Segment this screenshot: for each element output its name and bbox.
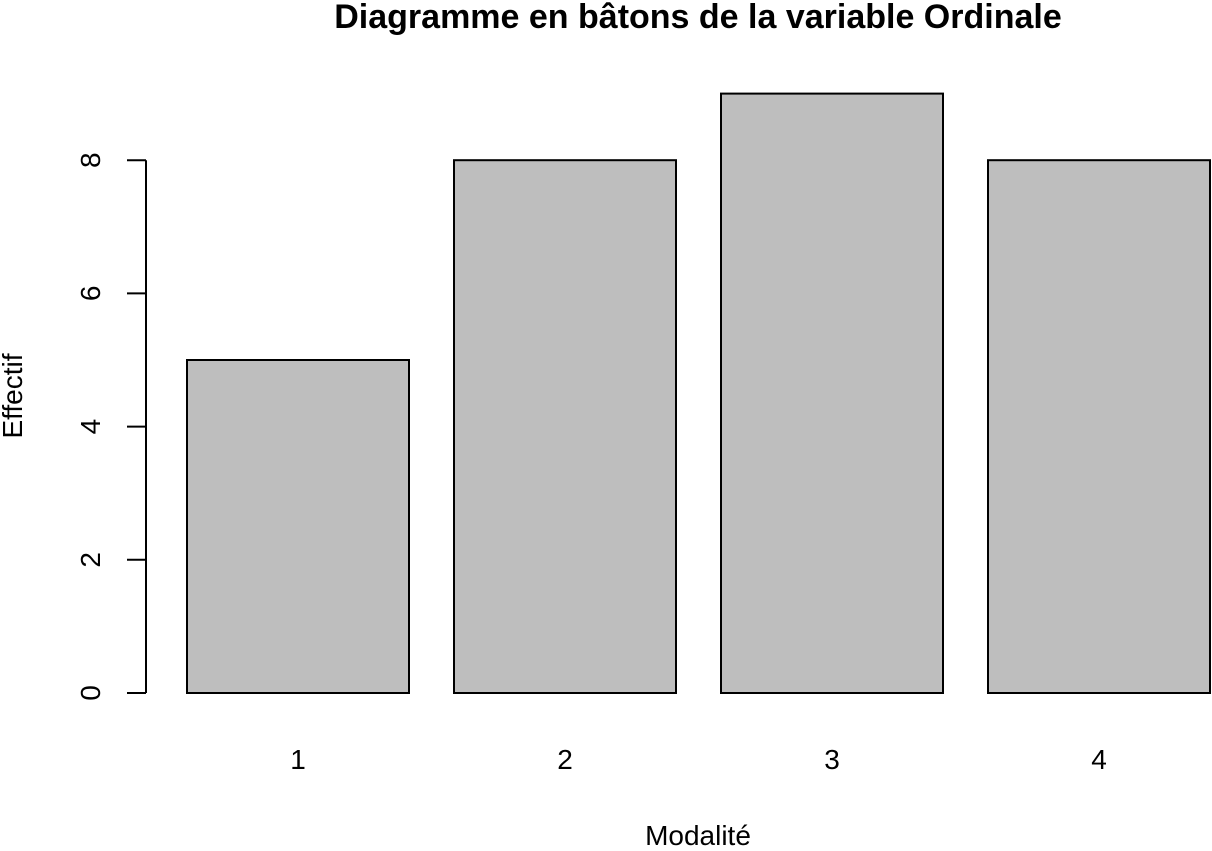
y-tick-label: 4	[75, 419, 106, 435]
bar-4	[987, 159, 1211, 694]
x-axis-ticks: 1 2 3 4	[290, 744, 1107, 775]
y-axis-label: Effectif	[0, 353, 28, 438]
x-tick-label: 4	[1091, 744, 1107, 775]
chart-title: Diagramme en bâtons de la variable Ordin…	[334, 0, 1061, 36]
x-tick-label: 1	[290, 744, 306, 775]
y-tick-label: 2	[75, 552, 106, 568]
x-tick-label: 3	[824, 744, 840, 775]
y-tick-label: 0	[75, 685, 106, 701]
x-axis-label: Modalité	[645, 820, 751, 846]
y-tick-label: 8	[75, 152, 106, 168]
bars-layer	[186, 92, 1211, 695]
y-tick-label: 6	[75, 286, 106, 302]
bar-2	[453, 159, 677, 694]
x-tick-label: 2	[557, 744, 573, 775]
bar-1	[186, 359, 410, 694]
bar-3	[720, 92, 944, 695]
y-axis: 0 2 4 6 8	[75, 152, 147, 701]
